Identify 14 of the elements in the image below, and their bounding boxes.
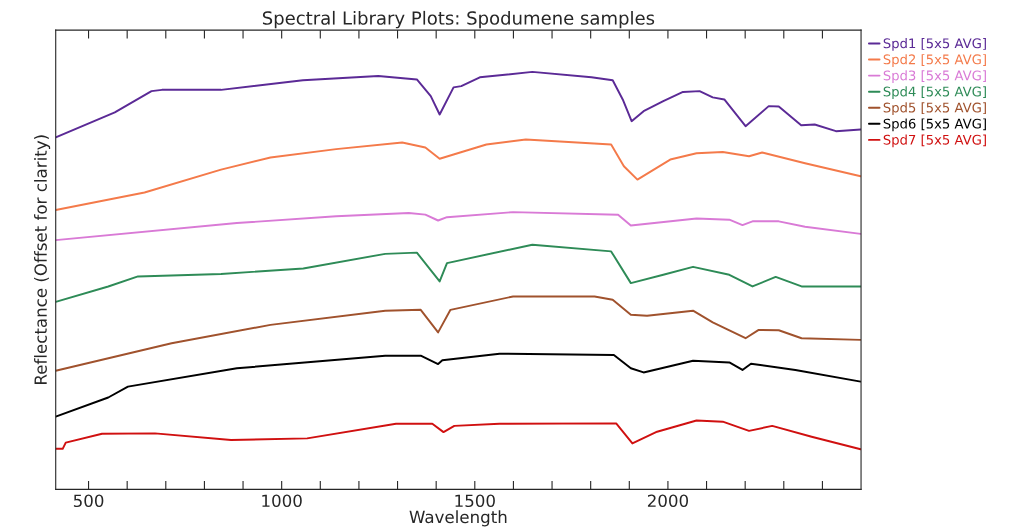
legend-label: Spd7 [5x5 AVG] xyxy=(883,134,986,148)
x-tick-label: 500 xyxy=(73,494,104,508)
legend-label: Spd6 [5x5 AVG] xyxy=(883,118,986,132)
legend-label: Spd1 [5x5 AVG] xyxy=(883,38,986,51)
x-tick-label: 1500 xyxy=(455,494,495,508)
x-axis-title: Wavelength xyxy=(409,510,507,527)
y-axis-title: Reflectance (Offset for clarity) xyxy=(34,135,51,384)
x-tick-label: 1000 xyxy=(262,494,302,508)
legend-label: Spd2 [5x5 AVG] xyxy=(883,54,986,67)
legend-label: Spd3 [5x5 AVG] xyxy=(883,70,986,83)
legend-label: Spd4 [5x5 AVG] xyxy=(883,86,986,100)
legend-label: Spd5 [5x5 AVG] xyxy=(883,102,986,116)
chart-title: Spectral Library Plots: Spodumene samples xyxy=(262,10,655,29)
x-tick-label: 2000 xyxy=(647,494,689,508)
